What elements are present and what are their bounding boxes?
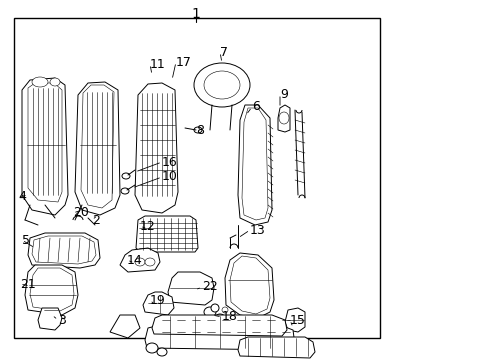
Text: 5: 5 bbox=[22, 234, 30, 247]
Text: 2: 2 bbox=[92, 213, 100, 226]
Ellipse shape bbox=[279, 112, 288, 124]
Text: 21: 21 bbox=[20, 278, 36, 291]
Text: 4: 4 bbox=[18, 190, 26, 203]
Text: 13: 13 bbox=[249, 224, 265, 237]
Polygon shape bbox=[135, 83, 178, 213]
Polygon shape bbox=[38, 308, 62, 330]
Ellipse shape bbox=[135, 258, 145, 266]
Polygon shape bbox=[142, 292, 174, 315]
Ellipse shape bbox=[122, 173, 130, 179]
Ellipse shape bbox=[210, 304, 219, 312]
Text: 19: 19 bbox=[150, 293, 165, 306]
Text: 15: 15 bbox=[289, 314, 305, 327]
Ellipse shape bbox=[32, 77, 48, 87]
Polygon shape bbox=[136, 216, 198, 252]
Ellipse shape bbox=[203, 307, 216, 317]
Polygon shape bbox=[238, 337, 314, 358]
Polygon shape bbox=[32, 236, 96, 264]
Text: 8: 8 bbox=[196, 123, 203, 136]
Ellipse shape bbox=[194, 63, 249, 107]
Ellipse shape bbox=[50, 78, 60, 86]
Polygon shape bbox=[152, 315, 286, 336]
Text: 1: 1 bbox=[191, 7, 200, 21]
Polygon shape bbox=[110, 315, 140, 338]
Text: 20: 20 bbox=[73, 207, 89, 220]
Bar bbox=[14, 18, 379, 338]
Text: 12: 12 bbox=[140, 220, 156, 233]
Polygon shape bbox=[278, 105, 289, 132]
Polygon shape bbox=[25, 265, 78, 315]
Ellipse shape bbox=[146, 343, 158, 353]
Text: 9: 9 bbox=[280, 87, 287, 100]
Polygon shape bbox=[238, 105, 271, 225]
Polygon shape bbox=[28, 83, 62, 202]
Polygon shape bbox=[22, 78, 68, 215]
Ellipse shape bbox=[145, 258, 155, 266]
Polygon shape bbox=[242, 108, 267, 220]
Polygon shape bbox=[81, 85, 114, 208]
Ellipse shape bbox=[157, 348, 167, 356]
Polygon shape bbox=[120, 248, 160, 272]
Ellipse shape bbox=[222, 307, 227, 313]
Text: 17: 17 bbox=[176, 55, 191, 68]
Text: 11: 11 bbox=[150, 58, 165, 71]
Text: 16: 16 bbox=[162, 156, 177, 168]
Polygon shape bbox=[224, 253, 273, 318]
Text: 18: 18 bbox=[222, 310, 237, 324]
Polygon shape bbox=[28, 233, 100, 268]
Text: 6: 6 bbox=[251, 100, 259, 113]
Polygon shape bbox=[229, 256, 269, 314]
Text: 7: 7 bbox=[220, 45, 227, 58]
Text: 10: 10 bbox=[162, 171, 178, 184]
Text: 3: 3 bbox=[58, 314, 66, 327]
Polygon shape bbox=[75, 82, 120, 215]
Polygon shape bbox=[145, 325, 294, 350]
Ellipse shape bbox=[121, 188, 129, 194]
Polygon shape bbox=[30, 268, 74, 311]
Polygon shape bbox=[168, 272, 214, 305]
Text: 22: 22 bbox=[202, 280, 217, 293]
Polygon shape bbox=[285, 308, 305, 332]
Ellipse shape bbox=[203, 71, 240, 99]
Ellipse shape bbox=[201, 316, 208, 324]
Ellipse shape bbox=[279, 340, 290, 350]
Text: 14: 14 bbox=[127, 253, 142, 266]
Ellipse shape bbox=[215, 314, 224, 322]
Ellipse shape bbox=[194, 127, 202, 133]
